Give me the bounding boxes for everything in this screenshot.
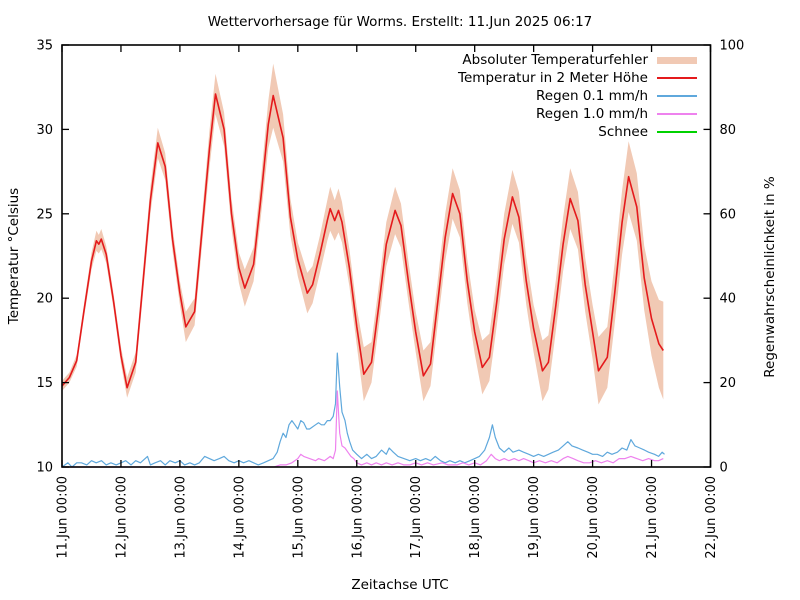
y-right-tick-label: 0 bbox=[720, 461, 728, 476]
y-left-tick-label: 35 bbox=[36, 39, 53, 54]
legend-item-1: Temperatur in 2 Meter Höhe bbox=[458, 69, 697, 87]
y-left-tick-label: 20 bbox=[36, 292, 53, 307]
x-tick-label: 12.Jun 00:00 bbox=[114, 476, 129, 559]
legend: Absoluter Temperaturfehler Temperatur in … bbox=[458, 51, 697, 141]
x-tick-label: 21.Jun 00:00 bbox=[645, 476, 660, 559]
y-right-tick-label: 20 bbox=[720, 376, 737, 391]
legend-item-0: Absoluter Temperaturfehler bbox=[458, 51, 697, 69]
x-tick-label: 22.Jun 00:00 bbox=[704, 476, 719, 559]
legend-item-label: Schnee bbox=[598, 124, 648, 140]
legend-item-label: Temperatur in 2 Meter Höhe bbox=[458, 70, 648, 86]
legend-swatch-band bbox=[657, 56, 697, 64]
x-tick-label: 18.Jun 00:00 bbox=[468, 476, 483, 559]
plot-border bbox=[61, 44, 712, 468]
x-tick-label: 11.Jun 00:00 bbox=[56, 476, 71, 559]
legend-swatch-line bbox=[657, 95, 697, 97]
rain-10-line bbox=[62, 390, 664, 468]
y-left-tick-label: 15 bbox=[36, 376, 53, 391]
y-right-tick-label: 80 bbox=[720, 123, 737, 138]
legend-item-2: Regen 0.1 mm/h bbox=[458, 87, 697, 105]
chart-title: Wettervorhersage für Worms. Erstellt: 11… bbox=[207, 14, 593, 30]
legend-item-label: Absoluter Temperaturfehler bbox=[462, 52, 648, 68]
x-tick-label: 15.Jun 00:00 bbox=[291, 476, 306, 559]
x-tick-label: 16.Jun 00:00 bbox=[350, 476, 365, 559]
legend-item-3: Regen 1.0 mm/h bbox=[458, 105, 697, 123]
legend-swatch-line bbox=[657, 77, 697, 79]
x-tick-label: 13.Jun 00:00 bbox=[173, 476, 188, 559]
x-tick-label: 20.Jun 00:00 bbox=[586, 476, 601, 559]
x-tick-label: 19.Jun 00:00 bbox=[527, 476, 542, 559]
temperature-error-band bbox=[62, 63, 664, 405]
x-tick-label: 14.Jun 00:00 bbox=[232, 476, 247, 559]
x-tick-label: 17.Jun 00:00 bbox=[409, 476, 424, 559]
legend-swatch-line bbox=[657, 131, 697, 133]
y-left-tick-label: 30 bbox=[36, 123, 53, 138]
y-left-tick-label: 25 bbox=[36, 207, 53, 222]
x-axis-label: Zeitachse UTC bbox=[351, 577, 449, 593]
y-right-tick-label: 40 bbox=[720, 292, 737, 307]
y-left-tick-label: 10 bbox=[36, 461, 53, 476]
legend-swatch-line bbox=[657, 113, 697, 115]
legend-item-4: Schnee bbox=[458, 123, 697, 141]
legend-item-label: Regen 0.1 mm/h bbox=[536, 88, 648, 104]
temperature-line bbox=[61, 93, 664, 389]
y-right-tick-label: 60 bbox=[720, 207, 737, 222]
legend-item-label: Regen 1.0 mm/h bbox=[536, 106, 648, 122]
rain-01-line bbox=[61, 352, 665, 468]
y-right-tick-label: 100 bbox=[720, 39, 745, 54]
